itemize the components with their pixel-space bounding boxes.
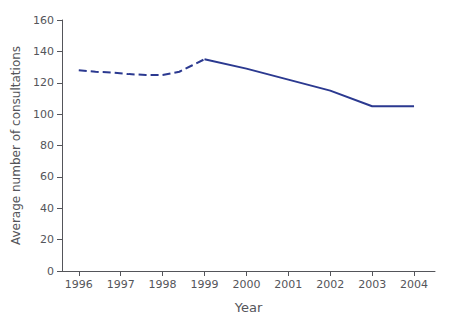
svg-text:Average number of consultation: Average number of consultations [9, 46, 23, 245]
svg-text:0: 0 [47, 265, 54, 278]
svg-text:1998: 1998 [149, 278, 177, 291]
svg-text:2004: 2004 [400, 278, 428, 291]
svg-text:2003: 2003 [358, 278, 386, 291]
svg-text:100: 100 [33, 108, 54, 121]
svg-text:120: 120 [33, 76, 54, 89]
svg-text:40: 40 [40, 202, 54, 215]
svg-text:140: 140 [33, 45, 54, 58]
svg-text:160: 160 [33, 14, 54, 27]
svg-text:1999: 1999 [190, 278, 218, 291]
svg-text:20: 20 [40, 233, 54, 246]
svg-text:Year: Year [234, 300, 263, 315]
svg-text:1997: 1997 [107, 278, 135, 291]
svg-text:60: 60 [40, 170, 54, 183]
svg-text:2001: 2001 [274, 278, 302, 291]
svg-text:1996: 1996 [65, 278, 93, 291]
svg-text:2000: 2000 [232, 278, 260, 291]
svg-text:2002: 2002 [316, 278, 344, 291]
svg-text:80: 80 [40, 139, 54, 152]
